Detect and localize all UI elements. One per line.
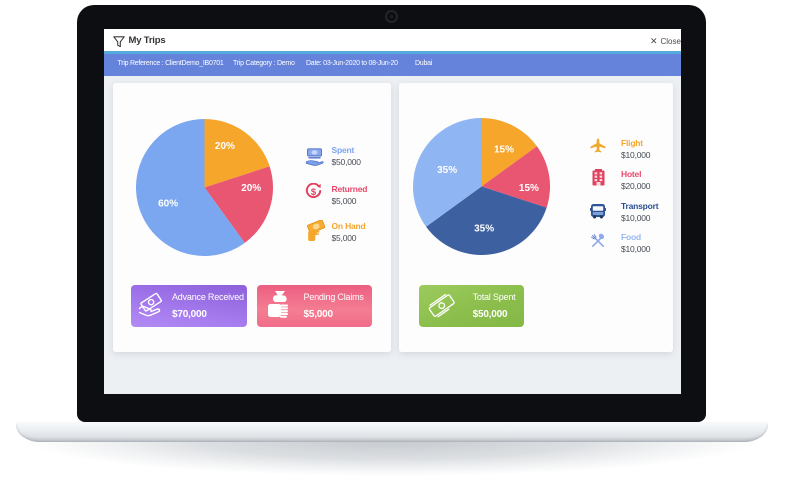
svg-text:20%: 20% [214,141,234,152]
svg-text:15%: 15% [493,145,513,156]
svg-text:35%: 35% [437,165,457,176]
svg-text:35%: 35% [474,223,494,234]
svg-text:15%: 15% [518,183,538,194]
svg-text:$: $ [310,187,316,198]
svg-text:20%: 20% [241,183,261,194]
svg-text:60%: 60% [158,199,178,210]
